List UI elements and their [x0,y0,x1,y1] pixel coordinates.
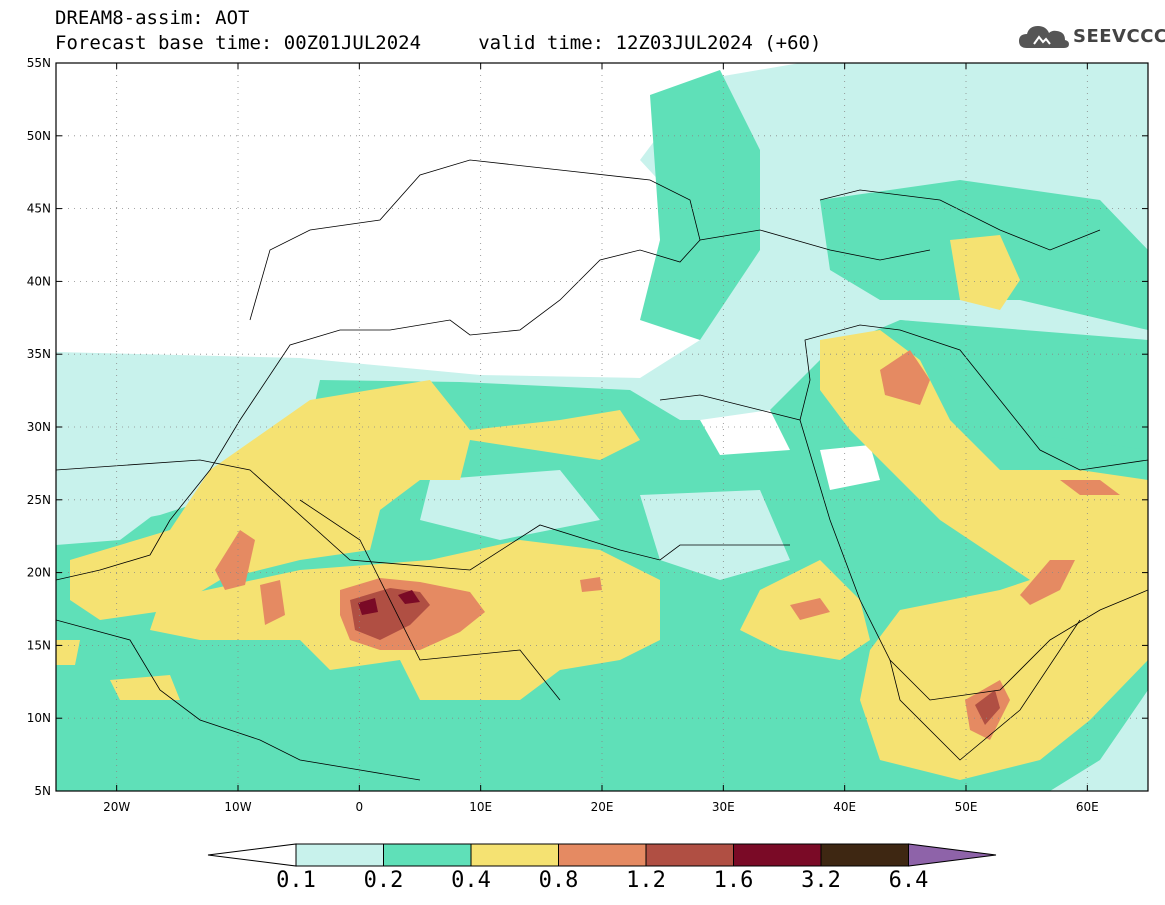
lat-label: 5N [34,784,51,798]
lat-label: 50N [27,129,51,143]
lat-label: 55N [27,56,51,70]
colorbar-level-label: 0.4 [451,868,491,893]
grid-lines [56,63,1148,791]
colorbar-level-label: 0.1 [276,868,316,893]
colorbar-level-label: 1.6 [713,868,754,893]
colorbar-below-arrow [207,843,297,867]
latitude-labels: 55N 50N 45N 40N 35N 30N 25N 20N 15N 10N 5N [27,56,51,798]
colorbar-level-label: 3.2 [801,868,841,893]
lat-label: 35N [27,347,51,361]
lat-label: 10N [27,711,51,725]
chart-title: DREAM8-assim: AOT [55,7,250,29]
brand-name: SEEVCCC [1073,26,1165,47]
lon-label: 50E [955,800,978,814]
colorbar-segment [733,843,822,867]
forecast-time-line: Forecast base time: 00Z01JUL2024 valid t… [55,32,822,54]
seevccc-logo: SEEVCCC [1017,22,1165,54]
lon-label: 30E [712,800,735,814]
colorbar-segment [295,843,384,867]
lat-label: 30N [27,420,51,434]
colorbar-level-label: 6.4 [888,868,929,893]
cloud-icon [1019,26,1069,48]
colorbar-segment [383,843,472,867]
colorbar-level-label: 1.2 [626,868,666,893]
colorbar-level-label: 0.2 [363,868,404,893]
lat-label: 15N [27,638,51,652]
lon-label: 20E [591,800,614,814]
colorbar-segment [470,843,559,867]
colorbar-above-arrow [908,843,997,867]
lon-label: 10W [224,800,251,814]
lat-label: 25N [27,493,51,507]
colorbar-segment [558,843,647,867]
colorbar-level-label: 0.8 [538,868,579,893]
coastlines [56,159,1148,781]
lat-label: 45N [27,202,51,216]
colorbar-segment [645,843,734,867]
lon-label: 0 [356,800,364,814]
lon-label: 10E [469,800,492,814]
lat-label: 20N [27,566,51,580]
axis-ticks [56,62,1148,792]
lon-label: 20W [103,800,130,814]
lat-label: 40N [27,274,51,288]
lon-label: 40E [833,800,856,814]
longitude-labels: 20W 10W 0 10E 20E 30E 40E 50E 60E [103,800,1099,814]
colorbar-segment [820,843,909,867]
lon-label: 60E [1076,800,1099,814]
